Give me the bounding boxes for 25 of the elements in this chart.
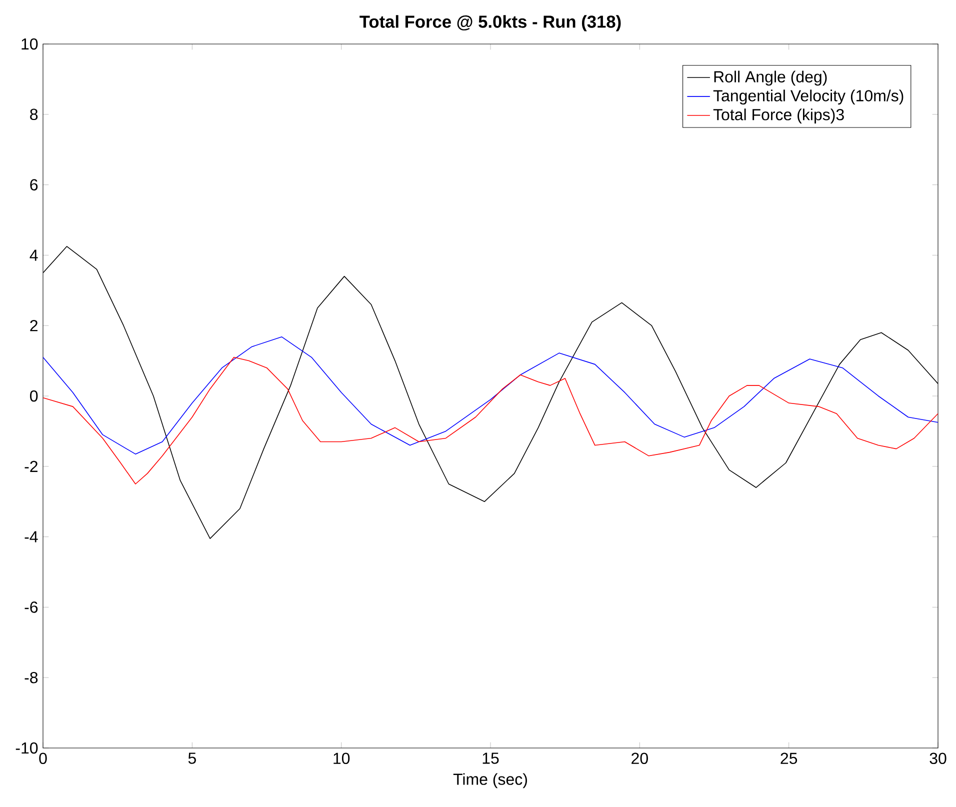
y-tick-label: -10 xyxy=(16,742,38,754)
y-tick-label: -2 xyxy=(24,460,38,472)
x-tick-label: 30 xyxy=(930,752,946,764)
x-tick-label: 20 xyxy=(632,752,648,764)
y-tick-label: -4 xyxy=(24,531,38,542)
legend-label: Tangential Velocity (10m/s) xyxy=(713,90,904,105)
legend-label: Total Force (kips)3 xyxy=(713,108,844,124)
y-tick-label: 8 xyxy=(30,108,38,120)
y-tick-label: 10 xyxy=(22,38,38,50)
y-tick-label: 4 xyxy=(30,250,38,261)
y-tick-label: 6 xyxy=(30,179,38,190)
x-tick-label: 5 xyxy=(188,752,196,764)
line-series xyxy=(43,336,938,454)
chart-title: Total Force @ 5.0kts - Run (318) xyxy=(360,15,621,32)
x-tick-label: 0 xyxy=(39,752,47,764)
y-tick-label: -6 xyxy=(24,602,38,613)
line-series xyxy=(43,356,938,484)
x-tick-label: 25 xyxy=(780,752,798,764)
legend-label: Roll Angle (deg) xyxy=(714,70,827,86)
y-tick-label: -8 xyxy=(24,672,38,684)
y-tick-label: 0 xyxy=(30,390,38,402)
y-tick-label: 2 xyxy=(30,320,38,332)
x-tick-label: 10 xyxy=(334,752,350,764)
x-axis-title: Time (sec) xyxy=(453,773,527,788)
x-tick-label: 15 xyxy=(482,752,499,764)
